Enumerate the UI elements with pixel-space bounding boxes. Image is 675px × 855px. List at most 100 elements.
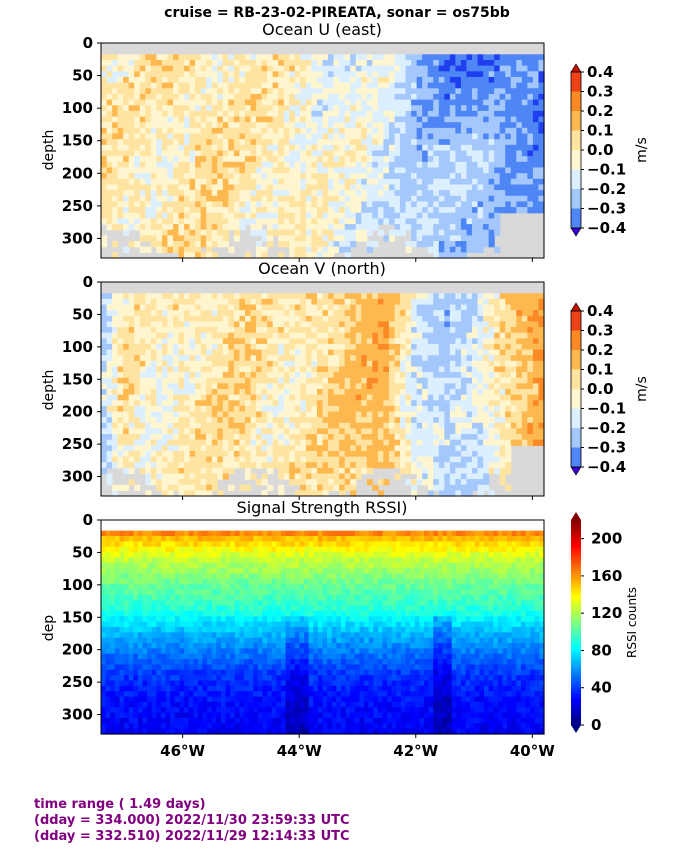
heatmap-cell <box>400 207 407 214</box>
heatmap-cell <box>477 116 484 123</box>
heatmap-cell <box>333 229 340 236</box>
heatmap-cell <box>377 439 385 446</box>
heatmap-cell <box>278 218 285 225</box>
heatmap-cell <box>411 116 418 123</box>
heatmap-cell <box>361 439 368 446</box>
heatmap-cell <box>400 321 407 328</box>
heatmap-cell <box>400 110 407 118</box>
heatmap-cell <box>112 93 119 101</box>
heatmap-cell <box>316 400 324 407</box>
heatmap-cell <box>516 65 523 72</box>
heatmap-cell <box>405 241 412 248</box>
heatmap-cell <box>112 167 119 174</box>
heatmap-cell <box>344 246 351 253</box>
heatmap-cell <box>123 343 130 351</box>
colorbar-tick-label: −0.2 <box>587 180 626 198</box>
heatmap-cell <box>139 246 146 253</box>
heatmap-cell <box>244 332 252 339</box>
heatmap-cell <box>289 293 296 300</box>
heatmap-cell <box>261 377 268 384</box>
heatmap-cell <box>189 349 196 356</box>
heatmap-cell <box>355 400 362 407</box>
heatmap-cell <box>444 366 451 373</box>
heatmap-cell <box>184 484 191 491</box>
heatmap-cell <box>505 110 512 118</box>
heatmap-cell <box>134 310 141 317</box>
heatmap-cell <box>449 139 456 146</box>
heatmap-cell <box>294 82 301 89</box>
heatmap-cell <box>145 150 152 157</box>
heatmap-cell <box>422 54 429 61</box>
heatmap-cell <box>278 161 285 169</box>
heatmap-cell <box>499 178 506 186</box>
heatmap-cell <box>416 400 423 407</box>
heatmap-cell <box>466 310 473 317</box>
heatmap-cell <box>228 428 235 435</box>
heatmap-cell <box>527 110 534 118</box>
heatmap-cell <box>272 195 279 203</box>
heatmap-cell <box>333 54 340 61</box>
heatmap-cell <box>322 207 329 214</box>
heatmap-cell <box>311 473 318 480</box>
heatmap-cell <box>411 156 418 163</box>
heatmap-cell <box>388 229 396 236</box>
heatmap-cell <box>289 224 296 231</box>
heatmap-cell <box>361 434 368 441</box>
heatmap-cell <box>261 235 268 242</box>
heatmap-cell <box>178 332 185 339</box>
heatmap-cell <box>328 127 335 135</box>
heatmap-cell <box>344 127 351 135</box>
heatmap-cell <box>455 184 462 191</box>
heatmap-cell <box>444 133 451 140</box>
heatmap-cell <box>455 207 462 214</box>
heatmap-cell <box>123 456 130 463</box>
heatmap-cell <box>239 190 246 197</box>
heatmap-cell <box>134 389 141 396</box>
heatmap-cell <box>189 184 196 191</box>
heatmap-cell <box>244 173 252 180</box>
heatmap-cell <box>333 445 340 452</box>
heatmap-cell <box>189 122 196 129</box>
heatmap-cell <box>106 156 113 163</box>
heatmap-cell <box>377 315 385 323</box>
heatmap-cell <box>333 400 340 407</box>
heatmap-cell <box>222 394 229 401</box>
heatmap-cell <box>377 71 385 78</box>
heatmap-cell <box>344 484 351 491</box>
heatmap-cell <box>516 93 523 101</box>
heatmap-cell <box>366 218 373 225</box>
heatmap-cell <box>405 99 412 106</box>
heatmap-cell <box>172 212 180 219</box>
heatmap-cell <box>316 93 324 101</box>
heatmap-cell <box>139 377 146 384</box>
heatmap-cell <box>128 343 135 351</box>
heatmap-cell <box>184 65 191 72</box>
heatmap-cell <box>505 178 512 186</box>
heatmap-cell <box>228 467 235 475</box>
heatmap-cell <box>366 422 373 430</box>
heatmap-cell <box>101 76 108 84</box>
heatmap-cell <box>322 201 329 208</box>
heatmap-cell <box>372 71 379 78</box>
heatmap-cell <box>472 116 479 123</box>
heatmap-cell <box>195 167 202 174</box>
heatmap-cell <box>278 59 285 67</box>
heatmap-cell <box>278 150 285 157</box>
heatmap-cell <box>322 377 329 384</box>
heatmap-cell <box>355 360 362 368</box>
heatmap-cell <box>322 400 329 407</box>
heatmap-cell <box>233 201 241 208</box>
heatmap-cell <box>405 372 412 379</box>
heatmap-cell <box>128 411 135 418</box>
heatmap-cell <box>289 411 296 418</box>
heatmap-cell <box>394 150 401 157</box>
heatmap-cell <box>339 479 346 486</box>
heatmap-cell <box>145 315 152 323</box>
heatmap-cell <box>278 167 285 174</box>
heatmap-cell <box>217 417 224 424</box>
heatmap-cell <box>339 71 346 78</box>
heatmap-cell <box>123 161 130 169</box>
heatmap-cell <box>123 133 130 140</box>
heatmap-cell <box>189 400 196 407</box>
